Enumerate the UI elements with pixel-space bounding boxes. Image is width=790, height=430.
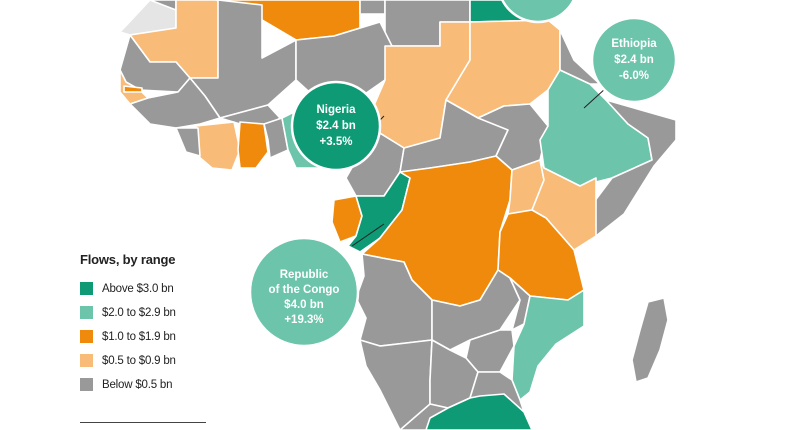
legend-divider <box>80 422 206 423</box>
legend-swatch <box>80 282 93 295</box>
legend-label: $2.0 to $2.9 bn <box>102 306 176 319</box>
ethiopia-callout-amount: $2.4 bn <box>614 54 654 66</box>
congo-leader-line <box>351 223 385 247</box>
congo-callout-amount: $4.0 bn <box>284 299 324 311</box>
legend-swatch <box>80 378 93 391</box>
legend-item-below-0.5bn: Below $0.5 bn <box>80 377 280 392</box>
nigeria-callout-change: +3.5% <box>320 136 353 148</box>
nigeria-callout-amount: $2.4 bn <box>316 120 356 132</box>
nigeria-callout-circle <box>290 80 382 172</box>
legend-label: $1.0 to $1.9 bn <box>102 330 176 343</box>
country-south-africa <box>425 393 533 430</box>
legend-label: $0.5 to $0.9 bn <box>102 354 176 367</box>
ethiopia-callout-name: Ethiopia <box>611 38 657 50</box>
legend-item-2-to-2.9bn: $2.0 to $2.9 bn <box>80 305 280 320</box>
ethiopia-callout: Ethiopia $2.4 bn -6.0% <box>590 16 678 104</box>
country-liberia-region <box>175 127 201 157</box>
nigeria-callout-name: Nigeria <box>317 104 357 116</box>
country-namibia <box>359 339 433 430</box>
country-cote-divoire <box>195 121 241 171</box>
ethiopia-leader-line <box>583 87 607 109</box>
country-mozambique <box>511 289 585 401</box>
legend-label: Below $0.5 bn <box>102 378 173 391</box>
congo-callout-circle <box>248 236 360 348</box>
ethiopia-callout-circle <box>590 16 678 104</box>
congo-callout-name-line2: of the Congo <box>269 284 340 296</box>
country-gambia <box>123 85 143 93</box>
legend-item-1-to-1.9bn: $1.0 to $1.9 bn <box>80 329 280 344</box>
legend-title: Flows, by range <box>80 252 176 267</box>
country-guinea-region <box>129 77 221 129</box>
congo-callout: Republic of the Congo $4.0 bn +19.3% <box>248 236 360 348</box>
country-kenya <box>531 159 597 251</box>
legend-swatch <box>80 354 93 367</box>
ethiopia-callout-change: -6.0% <box>619 70 649 82</box>
map-legend: Flows, by range Above $3.0 bn $2.0 to $2… <box>80 252 280 401</box>
legend-swatch <box>80 330 93 343</box>
legend-item-0.5-to-0.9bn: $0.5 to $0.9 bn <box>80 353 280 368</box>
congo-callout-change: +19.3% <box>284 314 323 326</box>
country-eritrea <box>559 29 601 85</box>
country-ghana <box>237 121 269 169</box>
nigeria-callout: Nigeria $2.4 bn +3.5% <box>290 80 382 172</box>
congo-callout-name-line1: Republic <box>280 269 329 281</box>
egypt-callout-circle <box>500 0 576 24</box>
country-tunisia <box>359 0 386 15</box>
legend-item-above-3bn: Above $3.0 bn <box>80 281 280 296</box>
legend-label: Above $3.0 bn <box>102 282 174 295</box>
legend-swatch <box>80 306 93 319</box>
country-togo-benin <box>263 117 289 159</box>
country-madagascar <box>631 297 669 383</box>
